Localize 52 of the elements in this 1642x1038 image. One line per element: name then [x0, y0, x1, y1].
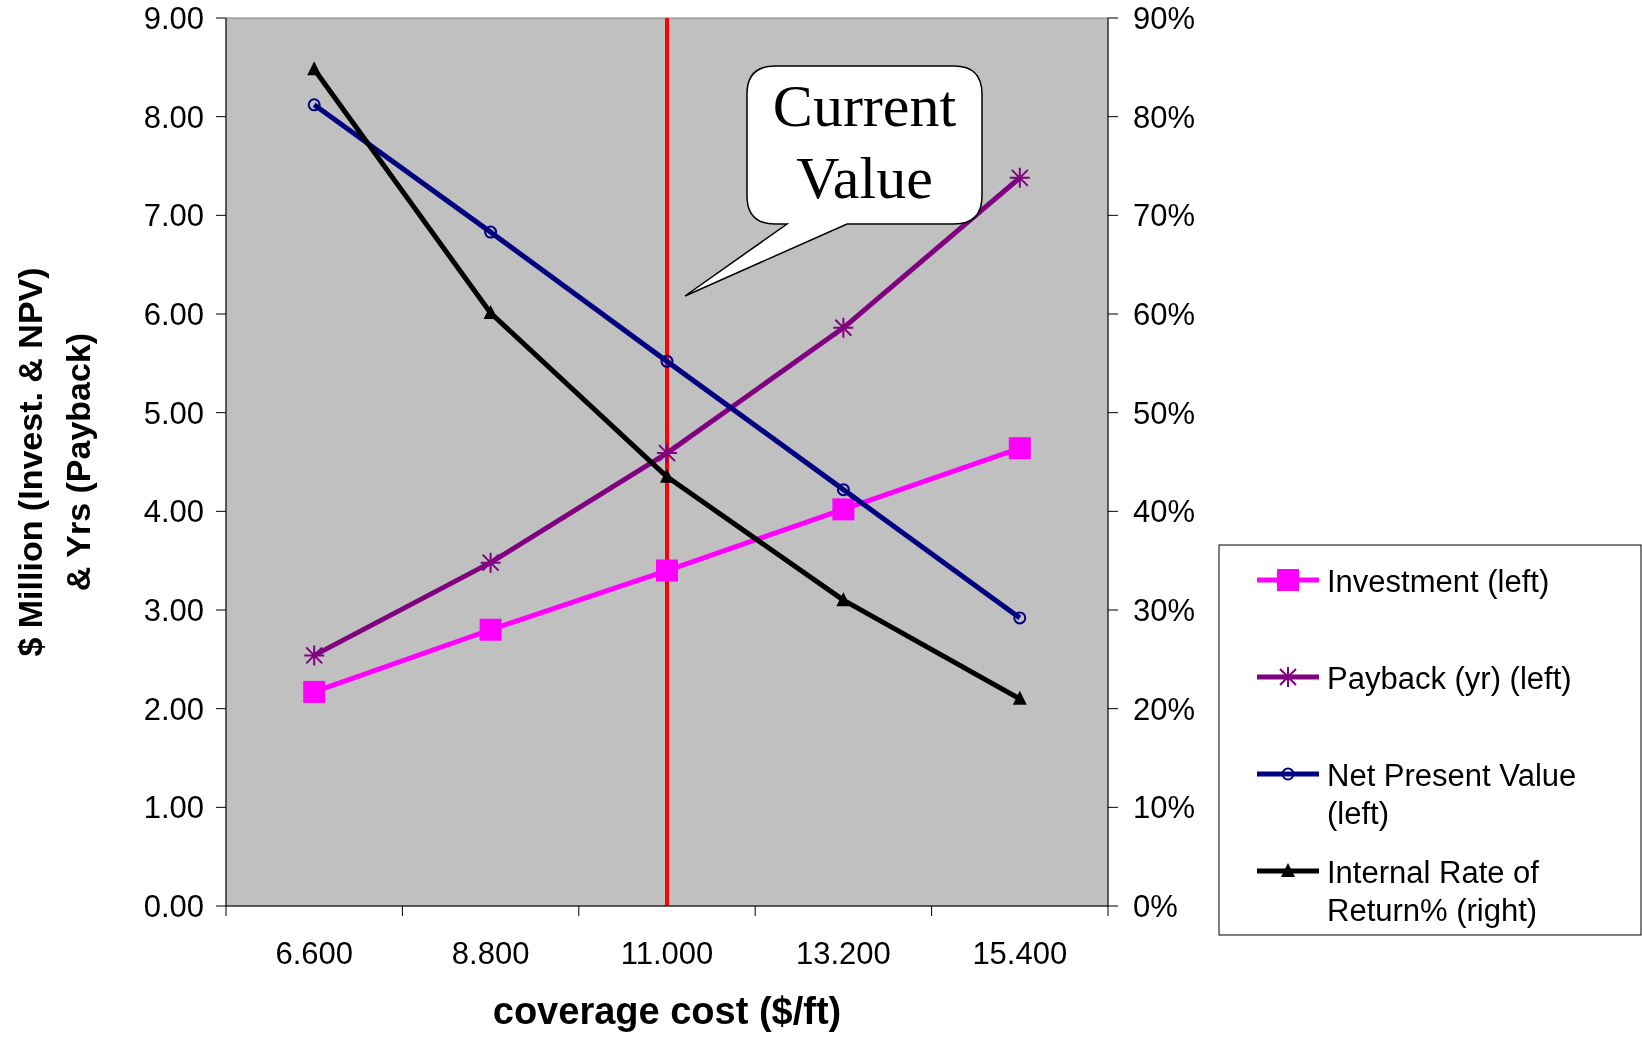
point — [660, 468, 674, 483]
y2-tick-label: 50% — [1133, 395, 1196, 431]
point — [303, 644, 326, 667]
x-tick-label: 15.400 — [972, 936, 1068, 971]
x-tick-label: 6.600 — [275, 936, 353, 971]
y2-tick-label: 90% — [1133, 0, 1196, 36]
point — [656, 559, 678, 582]
y-tick-label: 3.00 — [143, 592, 204, 628]
y-tick-label: 6.00 — [143, 296, 204, 332]
x-tick-label: 13.200 — [795, 936, 891, 971]
y2-tick-label: 70% — [1133, 198, 1196, 234]
y2-tick-label: 30% — [1133, 592, 1196, 628]
point — [836, 483, 850, 497]
x-axis-title: coverage cost ($/ft) — [492, 990, 842, 1032]
point — [479, 618, 502, 641]
y2-tick-label: 80% — [1133, 99, 1196, 135]
x-tick-label: 8.800 — [451, 936, 530, 971]
y-tick-label: 0.00 — [143, 888, 204, 924]
point — [1013, 611, 1027, 625]
y-tick-label: 5.00 — [143, 395, 204, 431]
point — [836, 592, 851, 607]
point — [1008, 166, 1031, 189]
point — [1012, 690, 1027, 705]
y2-tick-label: 0% — [1133, 888, 1178, 924]
point — [303, 680, 326, 703]
y-tick-label: 9.00 — [143, 0, 204, 36]
y2-tick-label: 40% — [1133, 494, 1196, 530]
x-tick-label: 11.000 — [620, 936, 714, 971]
point — [307, 61, 322, 76]
legend-label: Net Present Value (left) — [1327, 758, 1577, 831]
annotation: Current Value — [772, 73, 957, 211]
point — [483, 305, 498, 320]
y-tick-label: 1.00 — [143, 790, 204, 826]
y-tick-label: 2.00 — [143, 691, 204, 727]
point — [656, 442, 678, 465]
legend-label: Payback (yr) (left) — [1327, 661, 1572, 696]
point — [1008, 437, 1031, 460]
legend-label: Internal Rate of Return% (right) — [1327, 855, 1540, 928]
y2-tick-label: 20% — [1133, 691, 1196, 727]
point — [479, 551, 502, 574]
y-axis-title: $ Million (Invest. & NPV) & Yrs (Payback) — [11, 267, 97, 657]
y-tick-label: 8.00 — [143, 99, 204, 135]
y2-tick-label: 60% — [1133, 296, 1196, 332]
legend-label: Investment (left) — [1327, 564, 1550, 599]
point — [307, 98, 321, 112]
point — [832, 498, 855, 521]
y2-tick-label: 10% — [1133, 790, 1196, 826]
y-tick-label: 7.00 — [143, 198, 204, 234]
point — [484, 225, 498, 239]
point — [832, 316, 855, 339]
point — [660, 354, 674, 368]
y-tick-label: 4.00 — [143, 494, 204, 530]
